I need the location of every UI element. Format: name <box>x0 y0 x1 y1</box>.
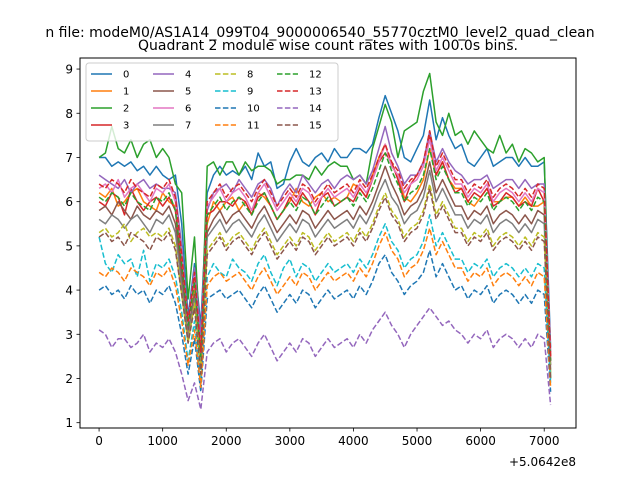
axes-frame <box>79 57 577 429</box>
series-line-13 <box>98 130 552 357</box>
series-line-4 <box>98 125 552 353</box>
y-tick-label: 1 <box>65 416 73 430</box>
x-tick-label: 2000 <box>211 434 242 448</box>
series-line-1 <box>98 143 552 366</box>
legend-label-3: 3 <box>123 121 129 132</box>
x-tick-label: 4000 <box>338 434 369 448</box>
legend-label-2: 2 <box>123 104 129 115</box>
x-tick-label: 5000 <box>402 434 433 448</box>
figure-suptitle: n file: modeM0/AS1A14_099T04_9000006540_… <box>45 25 594 41</box>
legend-label-9: 9 <box>247 87 253 98</box>
series-line-9 <box>98 214 552 384</box>
series-line-0 <box>99 94 552 348</box>
series-line-14 <box>98 307 552 411</box>
legend-label-4: 4 <box>185 70 191 81</box>
series-line-12 <box>98 147 552 361</box>
legend-label-5: 5 <box>185 87 191 98</box>
legend-label-10: 10 <box>247 104 260 115</box>
x-tick-label: 6000 <box>465 434 496 448</box>
x-axis: 0 1000 2000 3000 4000 5000 6000 7000 <box>95 428 559 448</box>
y-tick-label: 7 <box>65 151 73 165</box>
legend-label-6: 6 <box>185 104 191 115</box>
y-tick-label: 6 <box>65 195 73 209</box>
series-line-11 <box>98 227 552 389</box>
series-line-15 <box>98 187 552 379</box>
series-layer <box>98 72 552 411</box>
y-tick-label: 5 <box>65 239 73 253</box>
legend-label-14: 14 <box>309 104 322 115</box>
legend-frame <box>85 62 339 142</box>
legend-label-11: 11 <box>247 121 260 132</box>
legend-label-1: 1 <box>123 87 129 98</box>
y-tick-label: 2 <box>65 372 73 386</box>
legend-label-8: 8 <box>247 70 253 81</box>
y-tick-label: 3 <box>65 328 73 342</box>
x-tick-label: 3000 <box>275 434 306 448</box>
chart-title: Quadrant 2 module wise count rates with … <box>138 38 518 54</box>
y-tick-label: 9 <box>65 63 73 77</box>
y-tick-label: 8 <box>65 107 73 121</box>
series-line-6 <box>98 139 552 357</box>
x-tick-label: 0 <box>95 434 103 448</box>
x-tick-label: 7000 <box>529 434 560 448</box>
series-line-8 <box>98 183 552 375</box>
series-line-7 <box>98 169 552 370</box>
y-tick-label: 4 <box>65 284 73 298</box>
y-axis: 1 2 3 4 5 6 7 8 9 <box>65 63 80 430</box>
legend-label-7: 7 <box>185 121 191 132</box>
series-line-5 <box>98 161 552 366</box>
series-line-2 <box>98 72 552 379</box>
legend-label-13: 13 <box>309 87 322 98</box>
x-axis-offset-label: +5.0642e8 <box>509 455 576 469</box>
legend-label-12: 12 <box>309 70 322 81</box>
x-tick-label: 1000 <box>147 434 178 448</box>
legend-label-15: 15 <box>309 121 322 132</box>
series-line-10 <box>98 249 552 393</box>
legend-label-0: 0 <box>123 70 129 81</box>
